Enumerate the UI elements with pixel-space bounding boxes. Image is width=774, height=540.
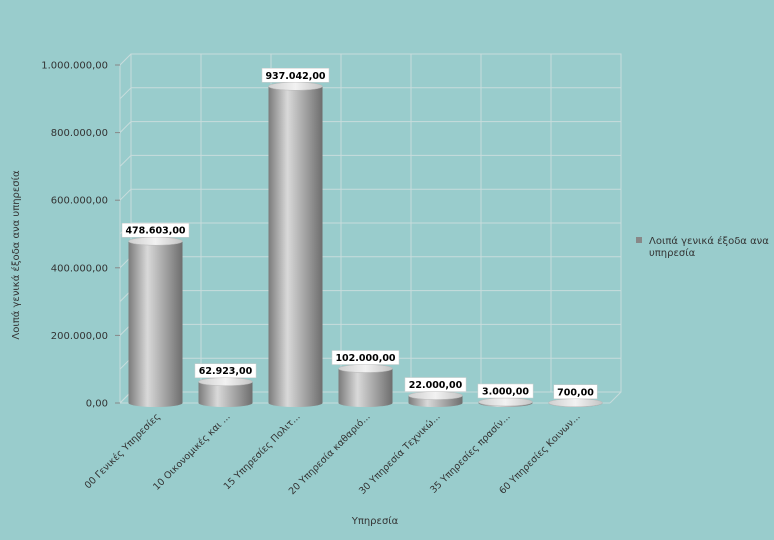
y-tick-label: 200.000,00 [51, 331, 108, 342]
legend: Λοιπά γενικά έξοδα ανα υπηρεσία [636, 235, 772, 259]
x-tick-label: 35 Υπηρεσίες πρασίν... [428, 411, 512, 495]
bar-body [128, 241, 183, 407]
bar [548, 398, 603, 408]
data-label-box [331, 350, 400, 365]
x-tick-label: 10 Οικονομικές και ... [151, 411, 232, 492]
data-label-text: 700,00 [557, 387, 594, 398]
gridline-side [119, 155, 132, 167]
gridline-side [119, 87, 132, 100]
bar [408, 391, 463, 407]
y-tick-label: 800.000,00 [51, 128, 108, 139]
data-label-text: 937.042,00 [265, 71, 325, 82]
x-tick-label: 60 Υπηρεσίες Κοινων... [497, 411, 582, 496]
bar-cap [268, 82, 323, 91]
bar [338, 364, 393, 407]
x-axis-title: Υπηρεσία [351, 515, 399, 527]
bar-cap [198, 377, 253, 386]
bar-cap [338, 364, 393, 373]
x-tick-label: 20 Υπηρεσία καθαριό... [287, 411, 373, 497]
legend-label: Λοιπά γενικά έξοδα ανα υπηρεσία [649, 235, 772, 259]
x-tick-label: 15 Υπηρεσίες Πολιτ... [222, 411, 303, 492]
y-tick-label: 1.000.000,00 [41, 61, 108, 72]
data-labels: 478.603,00 62.923,00 937.042,00 102.000,00 2… [121, 68, 598, 400]
data-label: 937.042,00 [261, 68, 330, 83]
floor-edge [609, 391, 622, 404]
gridline-side [119, 188, 132, 201]
bar-cap [408, 391, 463, 400]
bar [198, 377, 253, 407]
bar-body [338, 368, 393, 407]
y-tick-label: 400.000,00 [51, 263, 108, 274]
data-label-text: 102.000,00 [335, 353, 395, 364]
legend-marker [636, 237, 642, 243]
data-label-box [477, 383, 534, 399]
data-label-text: 62.923,00 [199, 366, 253, 377]
data-label-box [404, 377, 467, 392]
data-label: 62.923,00 [194, 363, 257, 378]
data-label-box [194, 363, 257, 378]
x-tick-label: 30 Υπηρεσία Τεχνικώ... [357, 411, 442, 496]
bar [128, 236, 183, 407]
bar-body [268, 86, 323, 408]
data-label-box [553, 384, 598, 400]
gridline-side [119, 121, 132, 133]
data-label: 102.000,00 [331, 350, 400, 365]
bar-cap [548, 398, 603, 408]
data-label-text: 3.000,00 [482, 386, 529, 397]
bar-body [198, 381, 253, 407]
y-axis-title: Λοιπά γενικά έξοδα ανα υπηρεσία [10, 170, 22, 340]
y-tick-label: 0,00 [86, 399, 108, 410]
y-axis-ticks: 0,00 200.000,00 400.000,00 600.000,00 800.00… [41, 61, 120, 410]
data-label-box [121, 222, 190, 238]
data-label: 478.603,00 [121, 222, 190, 238]
data-label-text: 22.000,00 [409, 380, 463, 391]
bars [128, 82, 603, 408]
data-label-box [261, 68, 330, 83]
bar-cap [478, 397, 533, 407]
x-tick-label: 00 Γενικές Υπηρεσίες [83, 411, 163, 491]
bar-cap [128, 236, 183, 246]
bar [478, 397, 533, 407]
data-label: 3.000,00 [477, 383, 534, 399]
gridline-side [119, 53, 132, 66]
bar [268, 82, 323, 408]
y-tick-label: 600.000,00 [51, 196, 108, 207]
data-label: 700,00 [553, 384, 598, 400]
data-label-text: 478.603,00 [125, 226, 185, 237]
data-label: 22.000,00 [404, 377, 467, 392]
